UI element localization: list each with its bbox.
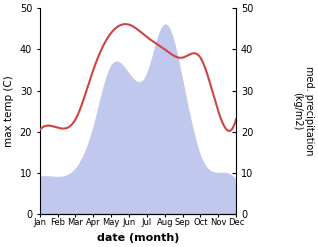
Y-axis label: med. precipitation
(kg/m2): med. precipitation (kg/m2) bbox=[292, 66, 314, 156]
X-axis label: date (month): date (month) bbox=[97, 233, 179, 243]
Y-axis label: max temp (C): max temp (C) bbox=[4, 75, 14, 147]
